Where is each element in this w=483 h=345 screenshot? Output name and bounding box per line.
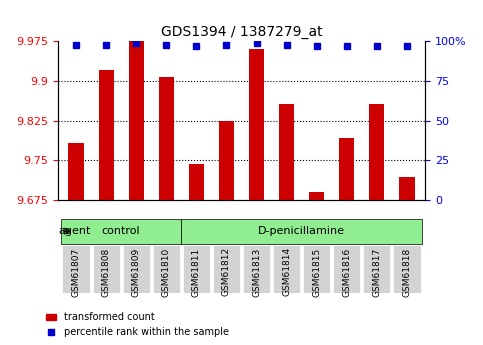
Text: GSM61807: GSM61807 <box>71 247 81 297</box>
Bar <box>309 192 324 200</box>
FancyBboxPatch shape <box>93 245 120 293</box>
Text: control: control <box>102 226 141 236</box>
Text: GSM61810: GSM61810 <box>162 247 171 297</box>
FancyBboxPatch shape <box>333 245 360 293</box>
Text: GSM61818: GSM61818 <box>402 247 412 297</box>
Text: GSM61815: GSM61815 <box>312 247 321 297</box>
FancyBboxPatch shape <box>62 245 89 293</box>
Bar <box>399 177 414 200</box>
Bar <box>128 41 144 200</box>
Bar <box>189 164 204 200</box>
FancyBboxPatch shape <box>181 219 422 244</box>
FancyBboxPatch shape <box>123 245 150 293</box>
Title: GDS1394 / 1387279_at: GDS1394 / 1387279_at <box>161 25 322 39</box>
FancyBboxPatch shape <box>363 245 390 293</box>
FancyBboxPatch shape <box>213 245 240 293</box>
Text: GSM61808: GSM61808 <box>101 247 111 297</box>
FancyBboxPatch shape <box>183 245 210 293</box>
Text: GSM61813: GSM61813 <box>252 247 261 297</box>
FancyBboxPatch shape <box>61 219 181 244</box>
Bar <box>279 104 294 200</box>
Bar <box>159 77 174 200</box>
Bar <box>69 144 84 200</box>
Text: GSM61811: GSM61811 <box>192 247 201 297</box>
FancyBboxPatch shape <box>303 245 330 293</box>
FancyBboxPatch shape <box>394 245 421 293</box>
FancyBboxPatch shape <box>273 245 300 293</box>
Text: GSM61812: GSM61812 <box>222 247 231 296</box>
Legend: transformed count, percentile rank within the sample: transformed count, percentile rank withi… <box>43 309 232 340</box>
Bar <box>219 121 234 200</box>
Bar <box>99 70 114 200</box>
Bar <box>339 138 355 200</box>
Text: GSM61817: GSM61817 <box>372 247 382 297</box>
Text: GSM61809: GSM61809 <box>132 247 141 297</box>
Text: D-penicillamine: D-penicillamine <box>258 226 345 236</box>
Text: agent: agent <box>58 226 91 236</box>
Bar <box>249 49 264 200</box>
FancyBboxPatch shape <box>153 245 180 293</box>
Text: GSM61816: GSM61816 <box>342 247 351 297</box>
FancyBboxPatch shape <box>243 245 270 293</box>
Text: GSM61814: GSM61814 <box>282 247 291 296</box>
Bar <box>369 104 384 200</box>
